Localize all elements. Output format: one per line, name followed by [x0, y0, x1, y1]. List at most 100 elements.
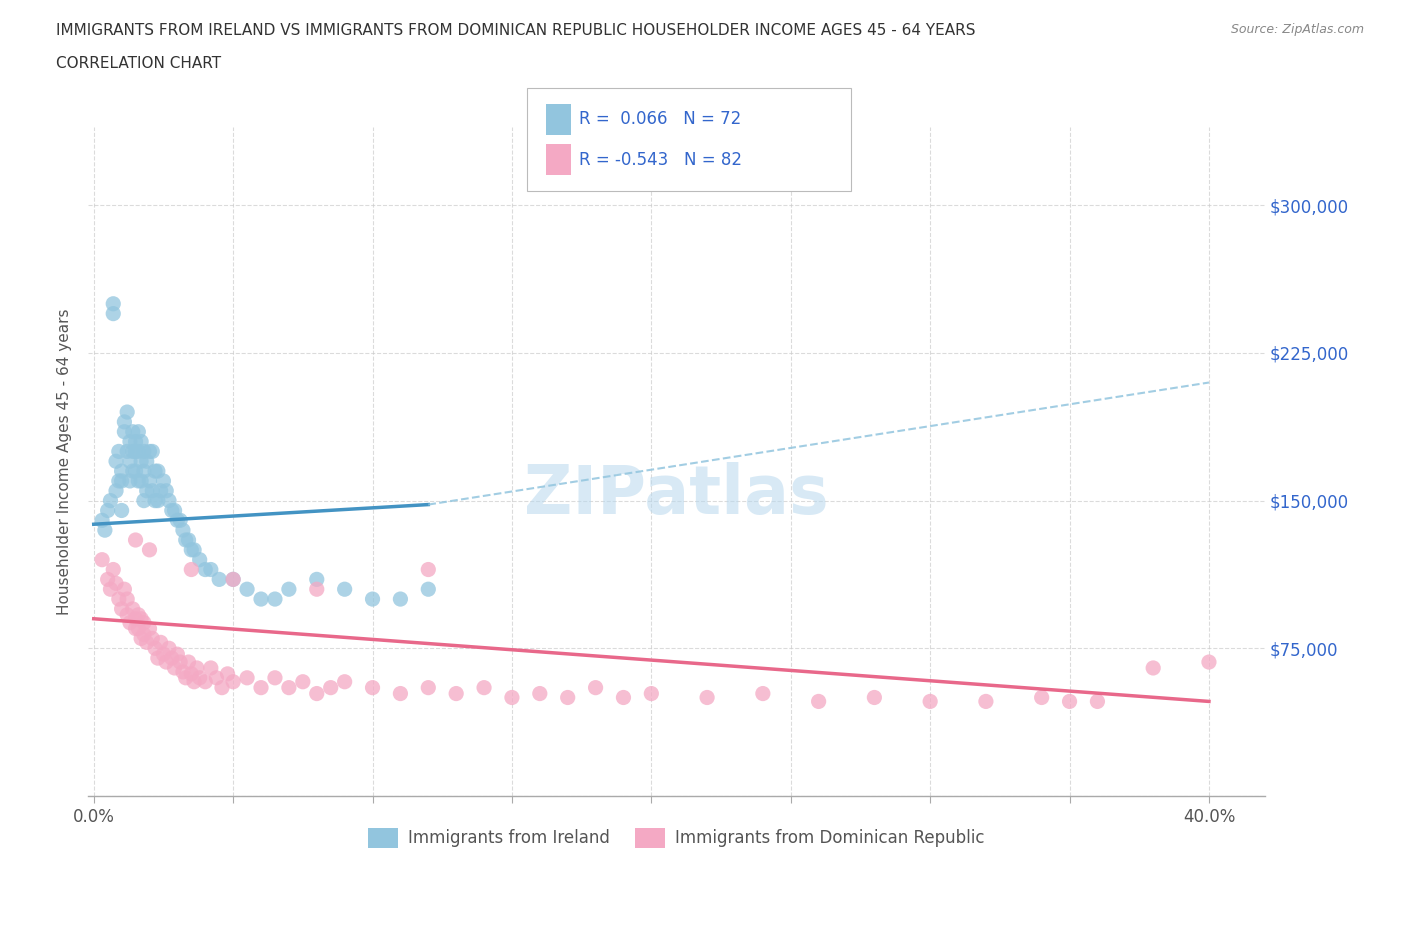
Text: Source: ZipAtlas.com: Source: ZipAtlas.com: [1230, 23, 1364, 36]
Point: [121, 444, 143, 458]
Point: [146, 464, 169, 479]
Point: [418, 562, 440, 577]
Point: [94, 523, 117, 538]
Point: [118, 616, 141, 631]
Point: [194, 674, 217, 689]
Point: [103, 306, 125, 321]
Point: [100, 582, 122, 597]
Point: [155, 484, 177, 498]
Point: [115, 405, 138, 419]
Point: [132, 444, 155, 458]
Point: [186, 660, 208, 675]
Point: [91, 552, 114, 567]
Point: [194, 562, 217, 577]
Point: [236, 582, 259, 597]
Point: [124, 533, 146, 548]
Point: [143, 493, 166, 508]
Point: [177, 655, 200, 670]
Point: [640, 686, 662, 701]
Point: [277, 582, 299, 597]
Point: [146, 493, 169, 508]
Point: [110, 473, 132, 488]
Point: [264, 591, 287, 606]
Point: [333, 582, 356, 597]
Point: [124, 621, 146, 636]
Point: [149, 635, 172, 650]
Point: [160, 503, 183, 518]
Point: [180, 542, 202, 557]
Point: [166, 646, 188, 661]
Point: [180, 667, 202, 682]
Point: [105, 484, 128, 498]
Point: [132, 627, 155, 642]
Point: [115, 444, 138, 458]
Point: [472, 680, 495, 695]
Point: [222, 674, 245, 689]
Point: [138, 473, 160, 488]
Point: [115, 591, 138, 606]
Point: [97, 503, 120, 518]
Point: [183, 674, 205, 689]
Point: [143, 641, 166, 656]
Point: [163, 503, 186, 518]
Point: [264, 671, 287, 685]
Point: [250, 591, 273, 606]
Point: [974, 694, 997, 709]
Point: [1031, 690, 1053, 705]
Point: [236, 671, 259, 685]
Point: [135, 484, 157, 498]
Point: [172, 664, 194, 679]
Point: [250, 680, 273, 695]
Text: R = -0.543   N = 82: R = -0.543 N = 82: [579, 151, 742, 169]
Point: [105, 454, 128, 469]
Point: [418, 582, 440, 597]
Point: [155, 655, 177, 670]
Point: [291, 674, 314, 689]
Point: [200, 660, 222, 675]
Point: [188, 671, 211, 685]
Point: [361, 680, 384, 695]
Point: [141, 444, 163, 458]
Point: [129, 631, 152, 645]
Point: [1198, 655, 1220, 670]
Point: [129, 434, 152, 449]
Point: [124, 611, 146, 626]
Point: [132, 616, 155, 631]
Point: [305, 686, 328, 701]
Point: [920, 694, 942, 709]
Point: [108, 444, 131, 458]
Text: R =  0.066   N = 72: R = 0.066 N = 72: [579, 110, 741, 128]
Point: [277, 680, 299, 695]
Point: [807, 694, 830, 709]
Point: [138, 444, 160, 458]
Point: [141, 631, 163, 645]
Point: [129, 454, 152, 469]
Point: [217, 667, 239, 682]
Point: [157, 641, 180, 656]
Point: [135, 454, 157, 469]
Point: [152, 646, 174, 661]
Point: [124, 444, 146, 458]
Point: [127, 444, 149, 458]
Point: [149, 484, 172, 498]
Point: [585, 680, 607, 695]
Point: [124, 434, 146, 449]
Point: [127, 424, 149, 439]
Point: [91, 512, 114, 527]
Point: [361, 591, 384, 606]
Point: [211, 680, 233, 695]
Point: [124, 464, 146, 479]
Point: [1059, 694, 1081, 709]
Point: [163, 660, 186, 675]
Point: [118, 434, 141, 449]
Point: [138, 621, 160, 636]
Point: [118, 454, 141, 469]
Point: [105, 576, 128, 591]
Point: [752, 686, 775, 701]
Point: [418, 680, 440, 695]
Point: [177, 533, 200, 548]
Point: [389, 591, 412, 606]
Point: [389, 686, 412, 701]
Point: [696, 690, 718, 705]
Point: [172, 523, 194, 538]
